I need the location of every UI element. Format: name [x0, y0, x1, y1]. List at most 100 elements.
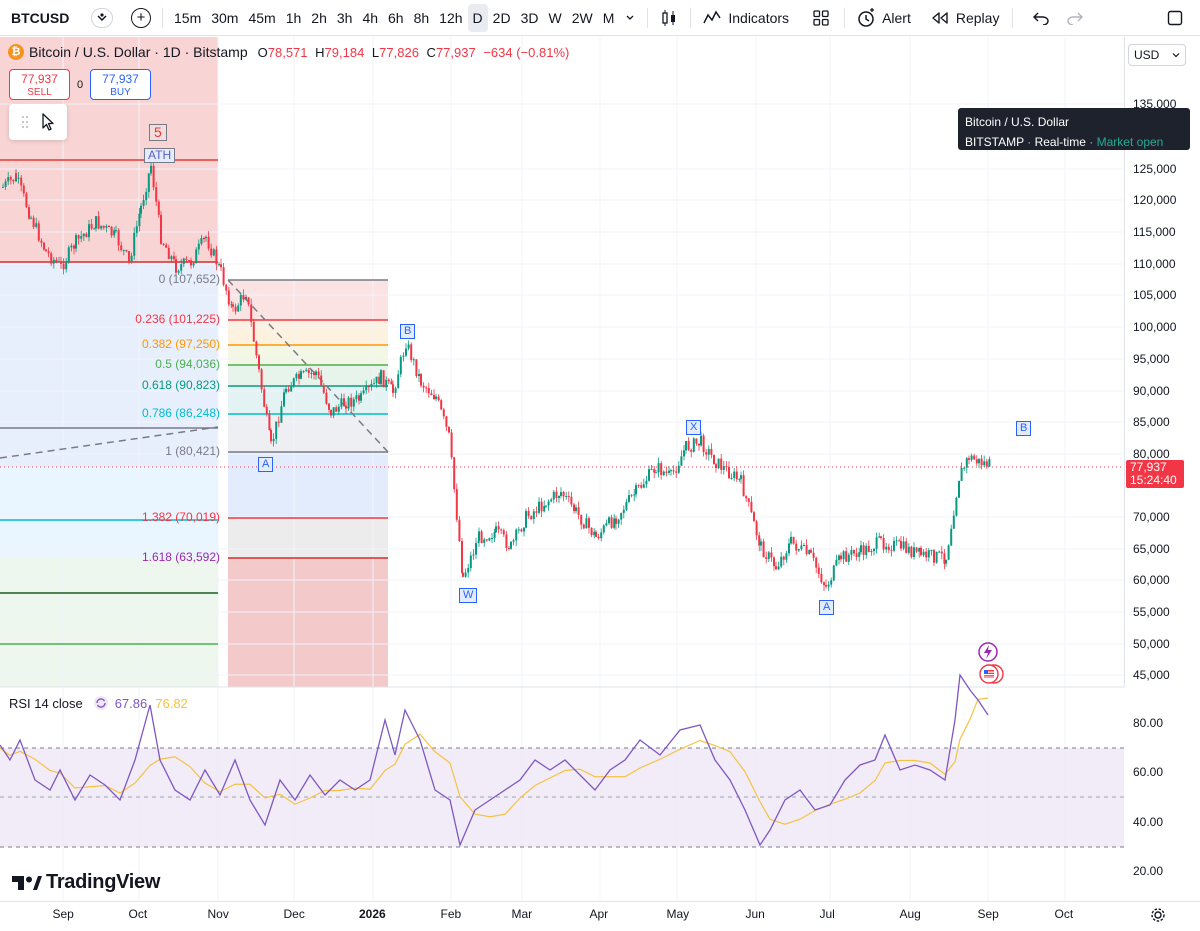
undo-button[interactable]	[1025, 4, 1057, 32]
chart-canvas[interactable]	[0, 37, 1124, 901]
interval-w[interactable]: W	[548, 9, 562, 26]
candle-body	[343, 398, 345, 407]
us-flag-event-icon[interactable]	[978, 663, 1006, 685]
interval-2w[interactable]: 2W	[571, 9, 593, 26]
interval-m[interactable]: M	[602, 9, 615, 26]
candle-body	[838, 555, 840, 560]
candle-body	[173, 256, 175, 260]
interval-45m[interactable]: 45m	[248, 9, 276, 26]
candle-body	[337, 406, 340, 412]
candle-body	[100, 225, 103, 229]
ath-label[interactable]: ATH	[144, 148, 176, 163]
time-axis[interactable]	[0, 901, 1200, 931]
price-tick-label: 90,000	[1133, 384, 1170, 398]
lightning-event-icon[interactable]	[977, 641, 999, 663]
chart-type-button[interactable]	[654, 4, 684, 32]
interval-8h[interactable]: 8h	[413, 9, 430, 26]
sell-button[interactable]: 77,937 SELL	[9, 69, 70, 100]
candle-body	[365, 386, 368, 391]
candle-body	[968, 458, 970, 460]
layouts-button[interactable]	[804, 4, 838, 32]
interval-30m[interactable]: 30m	[211, 9, 239, 26]
wave-5-label[interactable]: 5	[149, 124, 167, 141]
symbol-search[interactable]: BTCUSD	[4, 4, 120, 32]
candle-body	[898, 540, 901, 542]
wave-b-label-2[interactable]: B	[1016, 421, 1032, 436]
cursor-arrow-icon[interactable]	[41, 113, 55, 131]
candle-body	[830, 580, 833, 585]
candle-body	[464, 572, 467, 577]
chevron-down-icon	[626, 15, 634, 20]
sell-label: SELL	[27, 87, 52, 98]
candle-body	[427, 388, 430, 394]
symbol-options-icon[interactable]	[91, 7, 113, 28]
interval-dropdown[interactable]	[619, 4, 641, 32]
legend-title[interactable]: Bitcoin / U.S. Dollar · 1D · Bitstamp	[29, 44, 248, 60]
wave-w-label[interactable]: W	[459, 588, 478, 603]
fib-level-label: 0.618 (90,823)	[141, 378, 220, 392]
refresh-icon[interactable]	[93, 695, 109, 711]
candle-body	[825, 585, 827, 587]
redo-button[interactable]	[1059, 4, 1091, 32]
interval-4h[interactable]: 4h	[362, 9, 379, 26]
candle-body	[747, 498, 750, 502]
candle-body	[820, 573, 823, 583]
price-tick-label: 95,000	[1133, 352, 1170, 366]
currency-selector[interactable]: USD	[1128, 44, 1186, 66]
alarm-clock-icon	[858, 7, 875, 27]
candle-body	[88, 224, 90, 238]
change-value: −634 (−0.81%)	[483, 44, 570, 60]
compare-button[interactable]: +	[126, 4, 156, 32]
candle-body	[108, 226, 110, 228]
price-tick-label: 50,000	[1133, 637, 1170, 651]
candle-body	[570, 496, 573, 505]
fullscreen-button[interactable]	[1160, 4, 1190, 32]
buy-button[interactable]: 77,937 BUY	[90, 69, 151, 100]
candle-body	[700, 435, 702, 446]
replay-button[interactable]: Replay	[926, 4, 1005, 32]
price-scale[interactable]	[1124, 37, 1200, 687]
candle-body	[887, 546, 890, 550]
candle-body	[315, 371, 317, 376]
gear-icon[interactable]	[1150, 907, 1166, 923]
green-zone	[0, 557, 218, 687]
indicators-button[interactable]: Indicators	[697, 4, 794, 32]
wave-a-label[interactable]: A	[258, 457, 274, 472]
interval-3h[interactable]: 3h	[336, 9, 353, 26]
wave-a-label-2[interactable]: A	[819, 600, 835, 615]
interval-3d[interactable]: 3D	[520, 9, 539, 26]
price-tick-label: 65,000	[1133, 542, 1170, 556]
tradingview-logo[interactable]: TradingView	[12, 871, 160, 894]
interval-d[interactable]: D	[467, 3, 488, 32]
window-icon	[1167, 10, 1183, 25]
alert-button[interactable]: Alert	[851, 4, 916, 32]
interval-1h[interactable]: 1h	[285, 9, 302, 26]
candle-body	[620, 512, 623, 520]
candle-body	[730, 477, 733, 479]
interval-2h[interactable]: 2h	[311, 9, 327, 26]
candle-body	[17, 177, 20, 179]
wave-b-label[interactable]: B	[400, 324, 416, 339]
interval-6h[interactable]: 6h	[388, 9, 404, 26]
candle-body	[387, 379, 390, 382]
candle-body	[102, 225, 105, 228]
candle-body	[692, 438, 695, 452]
interval-15m[interactable]: 15m	[174, 9, 202, 26]
wave-x-label[interactable]: X	[686, 420, 702, 435]
time-tick-label: Dec	[283, 907, 305, 921]
candle-body	[350, 397, 353, 407]
candle-body	[295, 373, 298, 379]
interval-12h[interactable]: 12h	[439, 9, 463, 26]
rsi-name[interactable]: RSI 14 close	[9, 695, 83, 711]
candle-body	[733, 471, 736, 478]
candle-body	[847, 554, 850, 562]
drag-handle-icon[interactable]	[21, 115, 29, 129]
candle-body	[237, 305, 240, 312]
candle-body	[865, 545, 868, 555]
interval-2d[interactable]: 2D	[492, 9, 511, 26]
drawing-lines	[0, 159, 1124, 645]
candle-body	[362, 390, 365, 394]
candle-body	[52, 259, 55, 264]
candle-body	[203, 238, 205, 240]
candle-body	[920, 547, 922, 556]
